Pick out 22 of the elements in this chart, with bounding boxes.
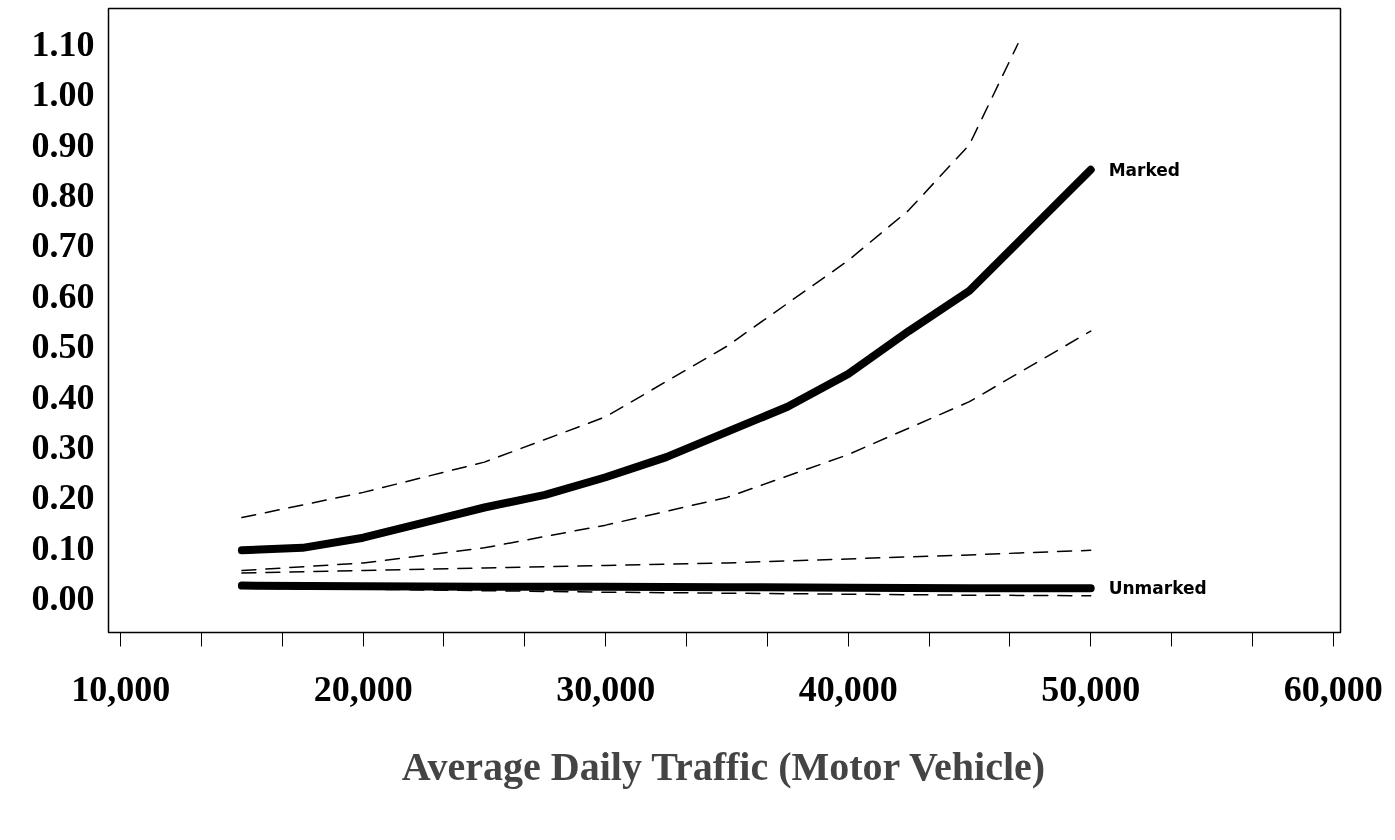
x-tick-label: 40,000	[798, 668, 898, 709]
y-tick-label: 0.40	[31, 376, 95, 417]
x-tick-label: 20,000	[313, 668, 413, 709]
series-label: Unmarked	[1108, 578, 1207, 599]
y-tick-label: 0.60	[31, 275, 95, 316]
y-tick-label: 0.90	[31, 124, 95, 165]
y-tick-label: 1.00	[31, 74, 95, 115]
y-tick-label: 1.10	[31, 23, 95, 64]
x-tick-label: 10,000	[71, 668, 171, 709]
y-tick-label: 0.00	[31, 578, 95, 619]
series-label: Marked	[1108, 159, 1181, 180]
y-tick-label: 0.20	[31, 477, 95, 518]
y-tick-label: 0.30	[31, 427, 95, 468]
y-tick-label: 0.50	[31, 326, 95, 367]
line-series	[241, 43, 1019, 519]
x-tick-label: 50,000	[1041, 668, 1141, 709]
x-tick-label: 30,000	[556, 668, 656, 709]
y-tick-label: 0.80	[31, 174, 95, 215]
x-axis-title: Average Daily Traffic (Motor Vehicle)	[401, 743, 1046, 789]
y-tick-label: 0.70	[31, 225, 95, 266]
y-tick-label: 0.10	[31, 527, 95, 568]
x-tick-label: 60,000	[1283, 668, 1383, 709]
